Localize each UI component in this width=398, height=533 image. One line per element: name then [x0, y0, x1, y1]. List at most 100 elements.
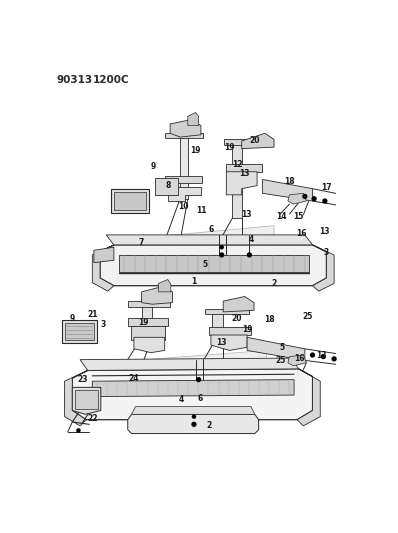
Polygon shape — [114, 192, 146, 210]
Text: 4: 4 — [179, 395, 184, 404]
Text: 13: 13 — [241, 209, 252, 219]
Polygon shape — [263, 180, 312, 201]
Polygon shape — [62, 320, 97, 343]
Polygon shape — [297, 369, 320, 426]
Polygon shape — [64, 370, 88, 426]
Text: 14: 14 — [277, 212, 287, 221]
Text: 13: 13 — [319, 227, 329, 236]
Polygon shape — [288, 193, 306, 204]
Polygon shape — [92, 379, 294, 397]
Circle shape — [77, 429, 80, 432]
Polygon shape — [128, 414, 259, 433]
Text: 19: 19 — [242, 325, 252, 334]
Polygon shape — [288, 355, 306, 366]
Polygon shape — [158, 280, 171, 292]
Circle shape — [192, 415, 195, 418]
Text: 6: 6 — [197, 394, 203, 403]
Polygon shape — [106, 235, 312, 245]
Text: 17: 17 — [321, 183, 332, 192]
Polygon shape — [168, 187, 201, 201]
Polygon shape — [132, 407, 255, 414]
Polygon shape — [205, 309, 250, 314]
Polygon shape — [232, 141, 242, 218]
Text: C: C — [120, 75, 128, 85]
Text: 2: 2 — [271, 279, 277, 288]
Text: 3: 3 — [100, 320, 106, 329]
Text: 5: 5 — [202, 260, 207, 269]
Text: 18: 18 — [284, 176, 295, 185]
Polygon shape — [211, 335, 247, 350]
Text: 7: 7 — [139, 238, 144, 247]
Text: 22: 22 — [88, 414, 98, 423]
Text: 16: 16 — [296, 229, 306, 238]
Text: 19: 19 — [224, 143, 235, 151]
Polygon shape — [100, 245, 326, 286]
Text: 13: 13 — [217, 338, 227, 347]
Text: 20: 20 — [232, 313, 242, 322]
Text: 25: 25 — [303, 312, 313, 321]
Circle shape — [220, 253, 224, 257]
Text: 9: 9 — [70, 313, 75, 322]
Text: 1200: 1200 — [93, 75, 122, 85]
Polygon shape — [119, 255, 310, 272]
Text: 19: 19 — [138, 318, 148, 327]
Polygon shape — [170, 119, 201, 137]
Polygon shape — [128, 318, 168, 326]
Text: 3: 3 — [324, 248, 329, 257]
Text: 90313: 90313 — [57, 75, 93, 85]
Text: 21: 21 — [88, 311, 98, 319]
Text: 9: 9 — [150, 162, 156, 171]
Polygon shape — [131, 326, 165, 340]
Circle shape — [303, 195, 307, 198]
Text: 25: 25 — [275, 356, 285, 365]
Polygon shape — [180, 135, 188, 199]
Text: 13: 13 — [240, 169, 250, 178]
Polygon shape — [75, 391, 98, 409]
Text: 4: 4 — [248, 235, 254, 244]
Polygon shape — [226, 164, 263, 172]
Polygon shape — [226, 172, 257, 195]
Polygon shape — [209, 327, 251, 335]
Text: 20: 20 — [250, 136, 260, 146]
Text: 13: 13 — [316, 351, 327, 360]
Polygon shape — [134, 337, 165, 353]
Text: 16: 16 — [294, 353, 305, 362]
Circle shape — [323, 199, 327, 203]
Polygon shape — [213, 310, 223, 345]
Polygon shape — [142, 303, 152, 337]
Polygon shape — [224, 139, 259, 145]
Text: 12: 12 — [232, 159, 242, 168]
Polygon shape — [165, 175, 202, 183]
Polygon shape — [105, 350, 266, 372]
Text: 10: 10 — [178, 202, 188, 211]
Circle shape — [192, 422, 196, 426]
Text: 23: 23 — [78, 375, 88, 384]
Text: 6: 6 — [208, 225, 214, 234]
Circle shape — [220, 246, 223, 249]
Polygon shape — [188, 112, 199, 126]
Circle shape — [248, 253, 251, 257]
Text: 2: 2 — [207, 422, 212, 430]
Polygon shape — [72, 369, 312, 419]
Circle shape — [310, 353, 314, 357]
Circle shape — [332, 357, 336, 361]
Polygon shape — [165, 133, 203, 138]
Polygon shape — [242, 133, 274, 149]
Polygon shape — [128, 301, 170, 306]
Polygon shape — [94, 247, 114, 263]
Circle shape — [322, 354, 325, 359]
Text: 18: 18 — [264, 315, 275, 324]
Polygon shape — [72, 387, 101, 414]
Text: 8: 8 — [166, 181, 171, 190]
Circle shape — [197, 378, 201, 382]
Polygon shape — [92, 245, 114, 291]
Polygon shape — [111, 189, 149, 213]
Polygon shape — [247, 337, 305, 360]
Polygon shape — [80, 358, 298, 370]
Circle shape — [312, 197, 316, 200]
Polygon shape — [312, 245, 334, 291]
Text: 15: 15 — [293, 212, 304, 221]
Polygon shape — [156, 178, 178, 195]
Text: 1: 1 — [191, 277, 197, 286]
Polygon shape — [64, 322, 94, 340]
